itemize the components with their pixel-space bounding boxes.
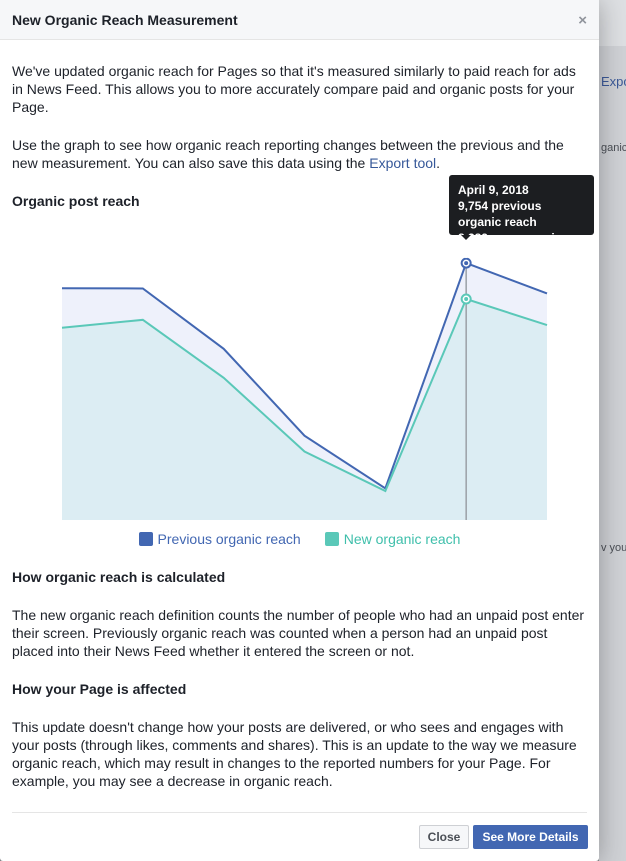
chart-legend: Previous organic reach New organic reach — [0, 530, 599, 548]
graph-instructions-text: Use the graph to see how organic reach r… — [12, 137, 564, 171]
close-icon[interactable]: × — [578, 12, 587, 29]
legend-label-new: New organic reach — [343, 531, 461, 547]
point-core-new — [464, 297, 469, 302]
legend-swatch-new — [324, 532, 339, 546]
background-card — [599, 46, 626, 861]
footer-divider — [12, 812, 587, 813]
dialog-title: New Organic Reach Measurement — [12, 11, 238, 28]
intro-text: We've updated organic reach for Pages so… — [12, 63, 576, 115]
background-export-link: Expor — [601, 74, 626, 89]
calc-text: The new organic reach definition counts … — [12, 607, 585, 659]
dialog-header: New Organic Reach Measurement × — [0, 0, 599, 40]
background-you-text: v you — [601, 542, 626, 554]
legend-previous[interactable]: Previous organic reach — [138, 530, 301, 548]
calc-heading: How organic reach is calculated — [12, 569, 226, 585]
legend-swatch-previous — [138, 532, 153, 546]
close-button[interactable]: Close — [419, 825, 469, 849]
chart-tooltip: April 9, 2018 9,754 previous organic rea… — [449, 175, 594, 261]
organic-reach-chart[interactable] — [0, 225, 599, 525]
tooltip-previous: 9,754 previous organic reach — [458, 199, 542, 229]
legend-new[interactable]: New organic reach — [324, 530, 461, 548]
see-more-details-button[interactable]: See More Details — [473, 825, 588, 849]
organic-reach-dialog: New Organic Reach Measurement × We've up… — [0, 0, 599, 861]
area-new — [62, 299, 547, 520]
chart-heading: Organic post reach — [12, 193, 140, 209]
graph-instructions: Use the graph to see how organic reach r… — [12, 136, 588, 172]
point-core-previous — [464, 261, 469, 266]
tooltip-new: 8,389 new organic reach — [458, 231, 562, 261]
affect-text: This update doesn't change how your post… — [12, 719, 577, 789]
legend-label-previous: Previous organic reach — [157, 531, 301, 547]
affect-heading: How your Page is affected — [12, 681, 187, 697]
background-organic-text: ganic — [601, 142, 626, 154]
graph-instructions-end: . — [436, 155, 441, 171]
tooltip-arrow — [461, 235, 471, 240]
tooltip-date: April 9, 2018 — [458, 183, 529, 197]
export-tool-link[interactable]: Export tool — [369, 155, 437, 171]
